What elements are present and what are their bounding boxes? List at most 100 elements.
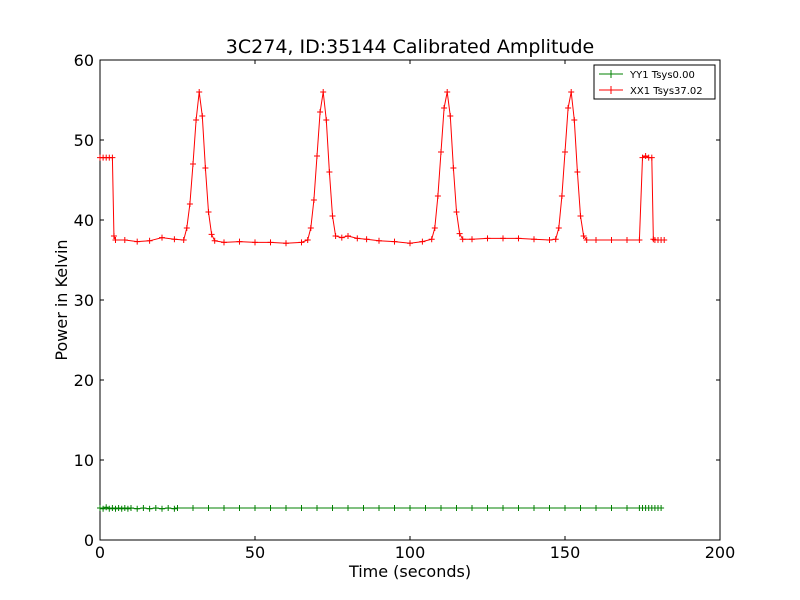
data-point: [376, 505, 382, 511]
y-tick-label: 0: [84, 531, 94, 550]
data-point: [469, 236, 475, 243]
data-point: [453, 505, 460, 511]
data-point: [165, 505, 172, 511]
x-tick-label: 100: [395, 543, 426, 562]
data-point: [419, 238, 426, 245]
data-point: [459, 236, 466, 243]
data-point: [565, 105, 572, 111]
data-point: [515, 505, 522, 511]
data-point: [624, 505, 630, 511]
data-point: [202, 165, 209, 171]
y-tick-label: 20: [74, 371, 94, 390]
data-point: [558, 193, 565, 199]
data-point: [583, 237, 590, 243]
data-point: [562, 505, 568, 511]
data-point: [146, 237, 153, 244]
data-point: [199, 113, 206, 119]
data-point: [134, 505, 141, 512]
series-1: [97, 89, 668, 247]
data-point: [171, 505, 178, 512]
data-point: [304, 237, 311, 243]
data-point: [577, 213, 584, 219]
data-point: [159, 234, 165, 241]
data-point: [236, 505, 243, 511]
data-point: [109, 505, 116, 511]
data-point: [363, 236, 370, 243]
data-point: [500, 235, 506, 242]
data-point: [593, 505, 599, 511]
y-tick-label: 10: [74, 451, 94, 470]
data-point: [568, 89, 575, 95]
data-point: [171, 236, 178, 243]
data-point: [608, 505, 615, 511]
legend: YY1 Tsys0.00 XX1 Tsys37.02: [593, 64, 716, 100]
data-point: [329, 505, 336, 511]
data-point: [196, 89, 203, 95]
data-point: [121, 237, 128, 243]
data-point: [555, 225, 562, 231]
legend-label-xx1: XX1 Tsys37.02: [630, 86, 703, 97]
x-axis-label: Time (seconds): [348, 562, 471, 581]
data-point: [453, 209, 460, 215]
data-point: [338, 234, 345, 241]
data-point: [267, 239, 274, 246]
data-point: [329, 213, 336, 219]
data-point: [283, 505, 289, 511]
data-point: [320, 89, 327, 95]
data-point: [360, 505, 367, 511]
data-point: [407, 505, 413, 511]
data-point: [109, 154, 116, 161]
data-point: [500, 505, 506, 511]
data-point: [211, 237, 218, 244]
data-point: [407, 240, 413, 247]
data-point: [345, 505, 351, 511]
data-point: [580, 233, 587, 239]
y-tick-label: 30: [74, 291, 94, 310]
legend-label-yy1: YY1 Tsys0.00: [629, 70, 695, 81]
legend-box: [593, 64, 716, 100]
data-point: [642, 153, 649, 159]
y-tick-label: 60: [74, 51, 94, 70]
chart-title: 3C274, ID:35144 Calibrated Amplitude: [226, 36, 594, 58]
x-tick-label: 200: [705, 543, 736, 562]
data-point: [391, 505, 398, 511]
data-point: [552, 236, 559, 243]
data-point: [112, 505, 119, 512]
data-point: [252, 505, 258, 511]
y-axis: 0 10 20 30 40 50 60: [74, 51, 720, 550]
data-point: [441, 105, 448, 111]
data-point: [546, 505, 553, 511]
legend-marker-xx1: [607, 86, 615, 94]
data-point: [180, 237, 187, 243]
x-tick-label: 50: [245, 543, 265, 562]
data-point: [593, 237, 599, 243]
data-point: [298, 239, 305, 246]
data-point: [326, 169, 333, 175]
data-point: [354, 235, 361, 242]
series-line: [100, 91, 665, 244]
data-point: [434, 193, 441, 199]
data-point: [447, 113, 454, 119]
y-axis-label: Power in Kelvin: [52, 239, 71, 360]
data-point: [428, 236, 435, 243]
data-point: [298, 505, 305, 511]
data-point: [115, 505, 122, 511]
data-point: [159, 505, 165, 512]
data-point: [314, 505, 320, 511]
data-point: [190, 161, 196, 167]
data-point: [183, 225, 190, 231]
data-point: [193, 117, 200, 123]
data-point: [431, 225, 438, 231]
data-point: [444, 89, 451, 95]
data-point: [221, 239, 227, 246]
data-point: [152, 505, 159, 511]
data-point: [438, 505, 444, 511]
data-point: [146, 505, 153, 512]
data-point: [310, 197, 317, 203]
data-point: [456, 230, 463, 237]
data-point: [267, 505, 274, 511]
data-point: [205, 505, 212, 511]
data-point: [323, 117, 330, 123]
